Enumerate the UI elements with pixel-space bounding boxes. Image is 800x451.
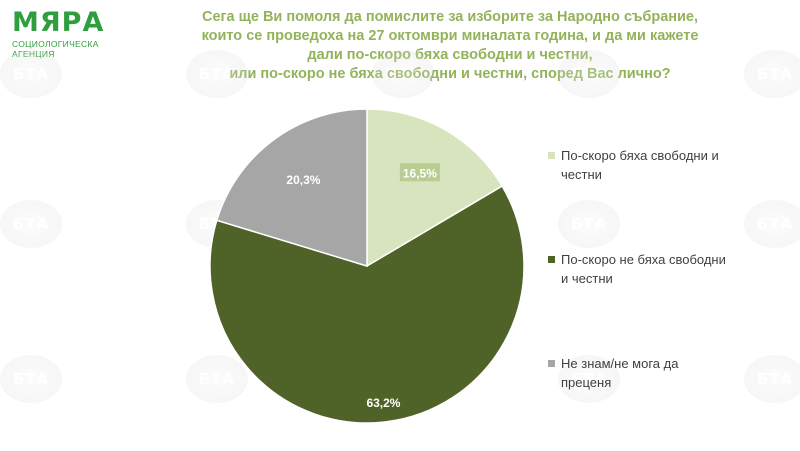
- data-label-background: [363, 393, 404, 412]
- legend-label: По-скоро не бяха свободни и честни: [561, 252, 726, 286]
- data-label-text: 16,5%: [403, 166, 437, 180]
- legend-swatch: [548, 152, 555, 159]
- legend-item: По-скоро бяха свободни и честни: [548, 146, 731, 184]
- watermark-emblem: БТА: [186, 355, 248, 403]
- watermark-emblem: БТА: [558, 355, 620, 403]
- chart-title-line: които се проведоха на 27 октомври минала…: [201, 28, 699, 44]
- logo-name: МЯРА: [12, 7, 105, 38]
- data-label: 20,3%: [283, 170, 324, 189]
- data-label-background: [283, 170, 324, 189]
- chart-title-line: Сега ще Ви помоля да помислите за избори…: [201, 9, 699, 25]
- watermark-emblem: БТА: [558, 200, 620, 248]
- watermark-emblem: БТА: [0, 200, 62, 248]
- watermark-emblem: БТА: [372, 50, 434, 98]
- agency-logo: МЯРА СОЦИОЛОГИЧЕСКА АГЕНЦИЯ: [12, 7, 122, 60]
- data-label-text: 20,3%: [286, 173, 320, 187]
- data-label-text: 63,2%: [366, 396, 400, 410]
- watermark-emblem: БТА: [744, 200, 800, 248]
- legend-label: Не знам/не мога да преценя: [561, 356, 679, 390]
- pie-slice: [209, 185, 525, 424]
- legend-item: По-скоро не бяха свободни и честни: [548, 250, 731, 288]
- data-label: 63,2%: [363, 393, 404, 412]
- legend-swatch: [548, 360, 555, 367]
- chart-title: Сега ще Ви помоля да помислите за избори…: [150, 8, 750, 84]
- watermark-emblem: БТА: [0, 355, 62, 403]
- legend-label: По-скоро бяха свободни и честни: [561, 148, 719, 182]
- watermark-emblem: БТА: [0, 50, 62, 98]
- chart-title-line: или по-скоро не бяха свободни и честни, …: [229, 66, 671, 82]
- watermark-emblem: БТА: [558, 50, 620, 98]
- data-label: 16,5%: [399, 163, 440, 182]
- logo-subtitle: СОЦИОЛОГИЧЕСКА АГЕНЦИЯ: [12, 39, 99, 59]
- pie-slice: [366, 108, 504, 268]
- watermark-emblem: БТА: [744, 50, 800, 98]
- legend-swatch: [548, 256, 555, 263]
- watermark-emblem: БТА: [186, 50, 248, 98]
- chart-title-line: дали по-скоро бяха свободни и честни,: [307, 47, 593, 63]
- watermark-emblem: БТА: [744, 355, 800, 403]
- legend-item: Не знам/не мога да преценя: [548, 354, 731, 392]
- data-label-background: [399, 163, 440, 182]
